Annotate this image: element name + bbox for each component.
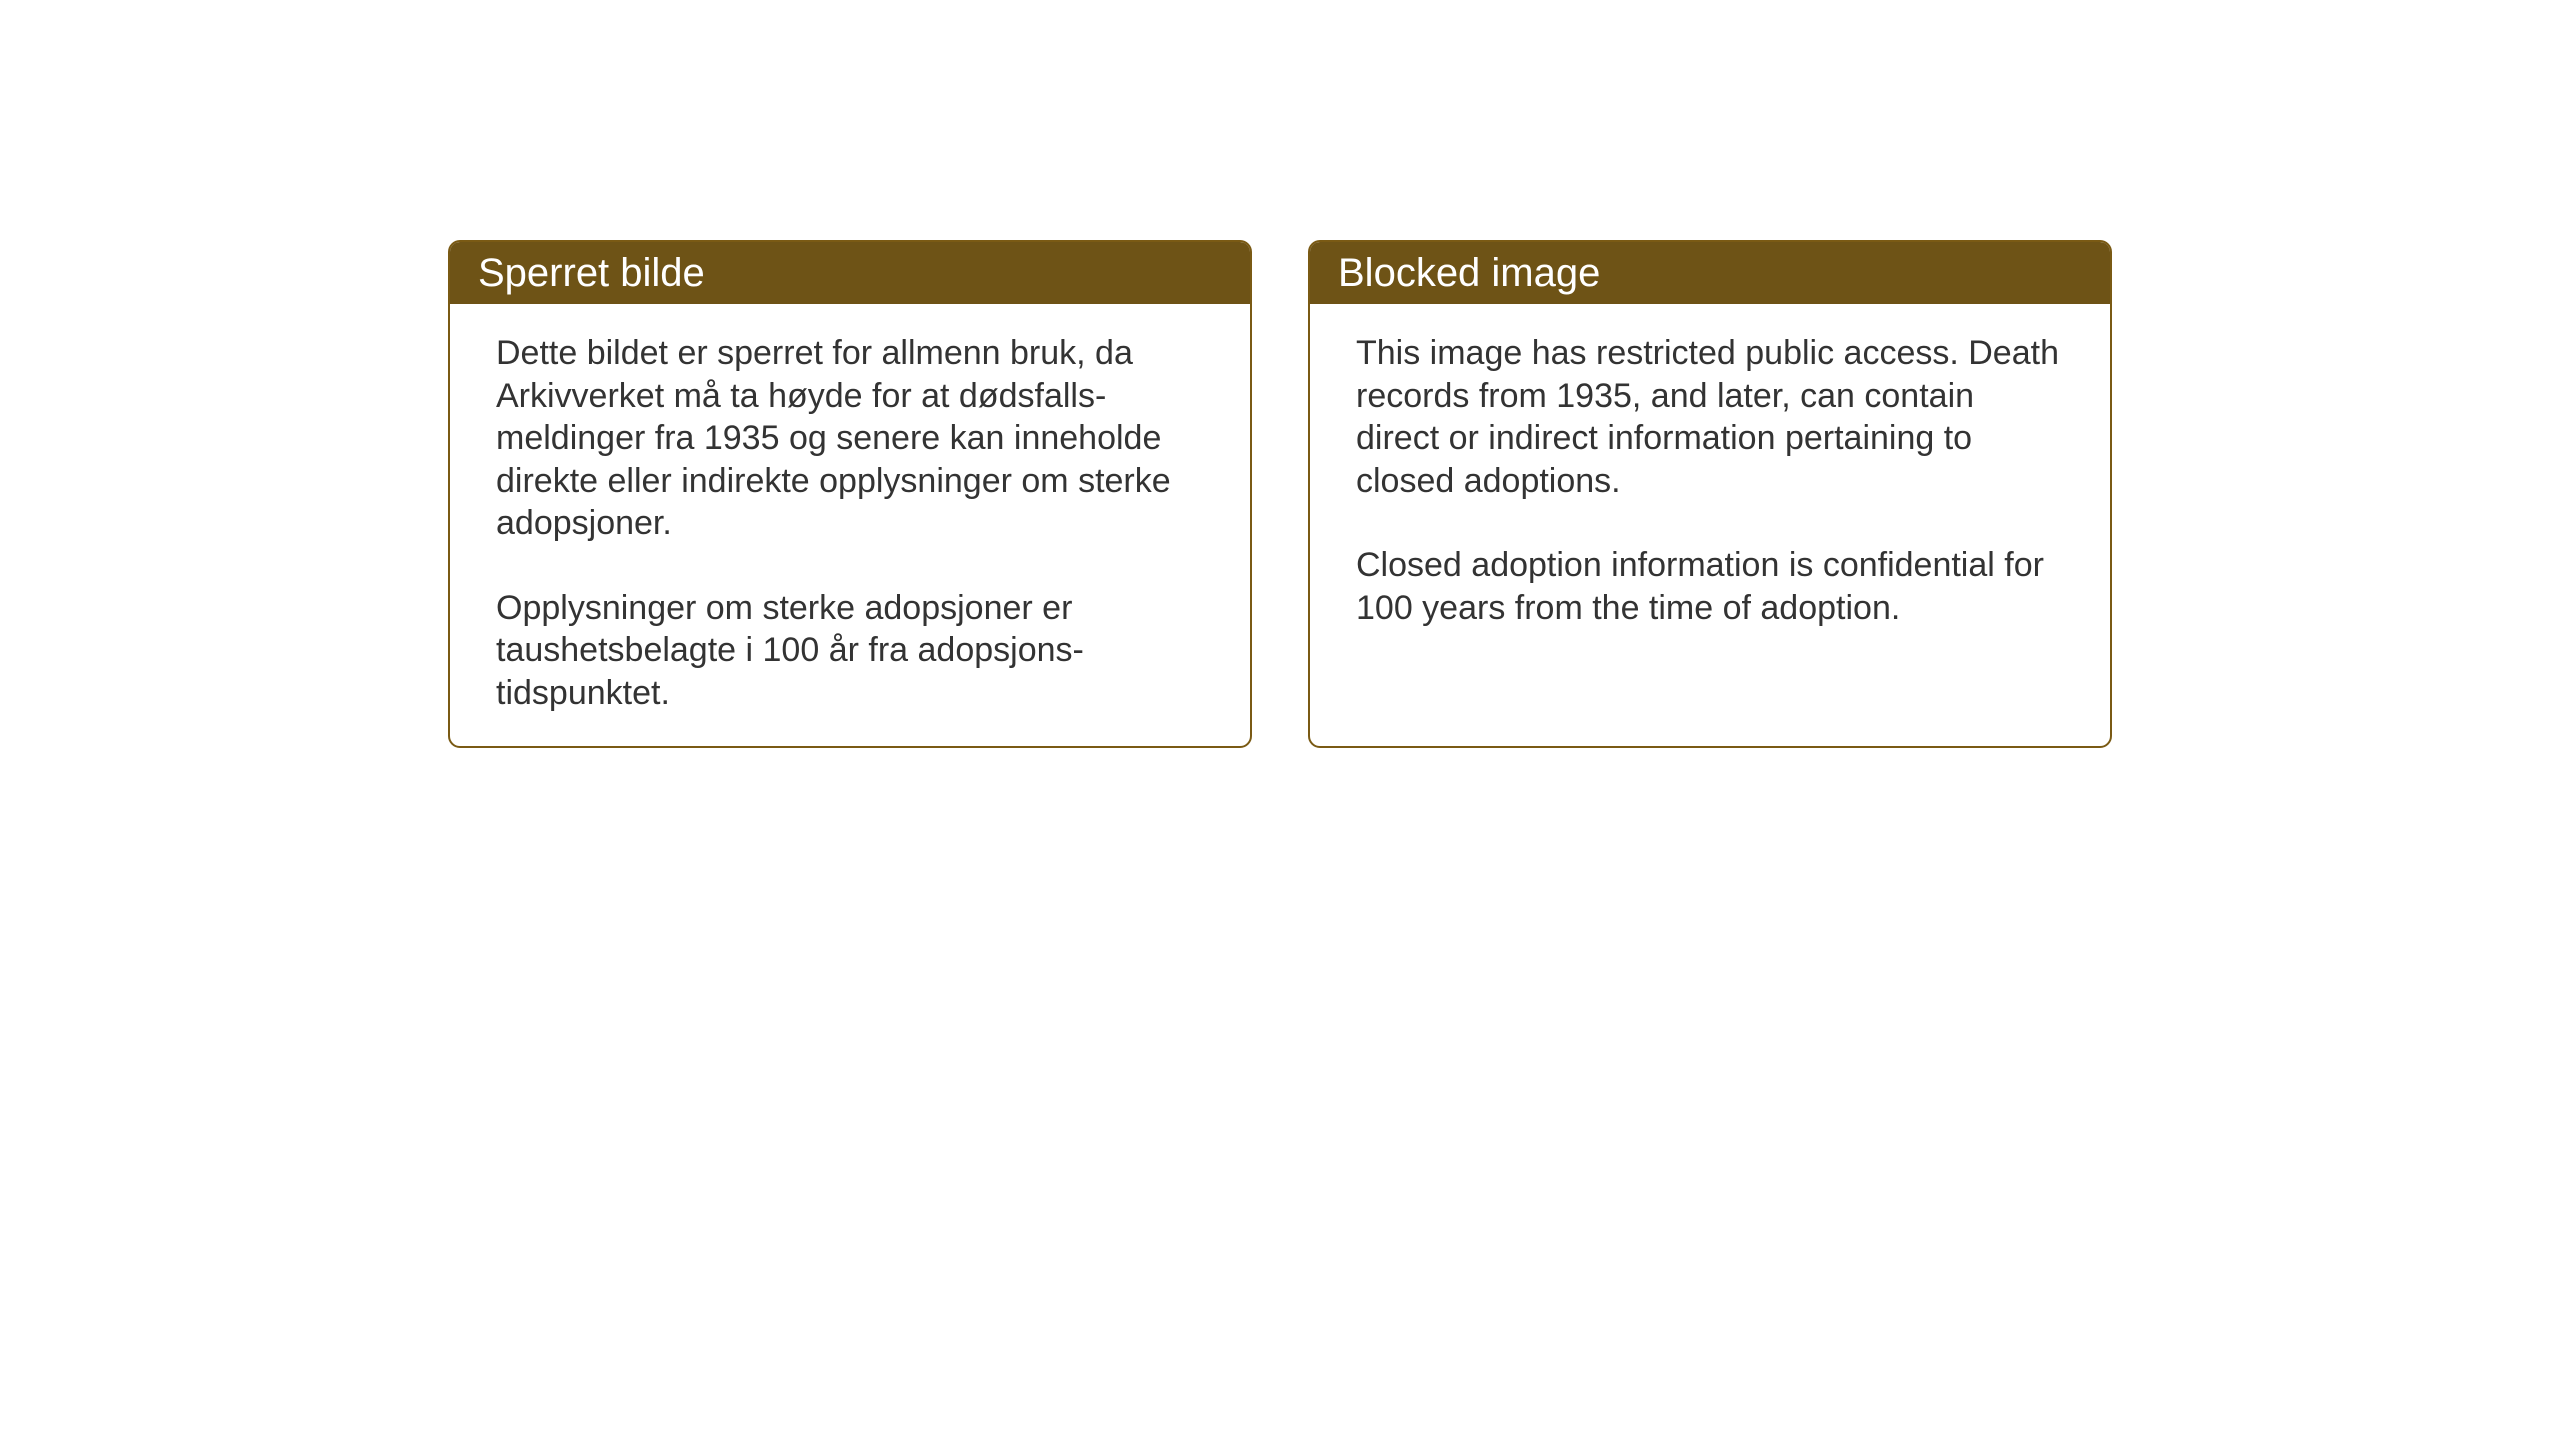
notice-card-english: Blocked image This image has restricted … xyxy=(1308,240,2112,748)
card-title-norwegian: Sperret bilde xyxy=(478,251,705,296)
card-header-norwegian: Sperret bilde xyxy=(450,242,1250,304)
card-paragraph-norwegian-2: Opplysninger om sterke adopsjoner er tau… xyxy=(496,587,1204,715)
card-body-norwegian: Dette bildet er sperret for allmenn bruk… xyxy=(450,304,1250,742)
card-body-english: This image has restricted public access.… xyxy=(1310,304,2110,657)
card-header-english: Blocked image xyxy=(1310,242,2110,304)
notice-card-norwegian: Sperret bilde Dette bildet er sperret fo… xyxy=(448,240,1252,748)
card-title-english: Blocked image xyxy=(1338,251,1600,296)
card-paragraph-norwegian-1: Dette bildet er sperret for allmenn bruk… xyxy=(496,332,1204,545)
notice-cards-container: Sperret bilde Dette bildet er sperret fo… xyxy=(448,240,2560,748)
card-paragraph-english-2: Closed adoption information is confident… xyxy=(1356,544,2064,629)
card-paragraph-english-1: This image has restricted public access.… xyxy=(1356,332,2064,502)
